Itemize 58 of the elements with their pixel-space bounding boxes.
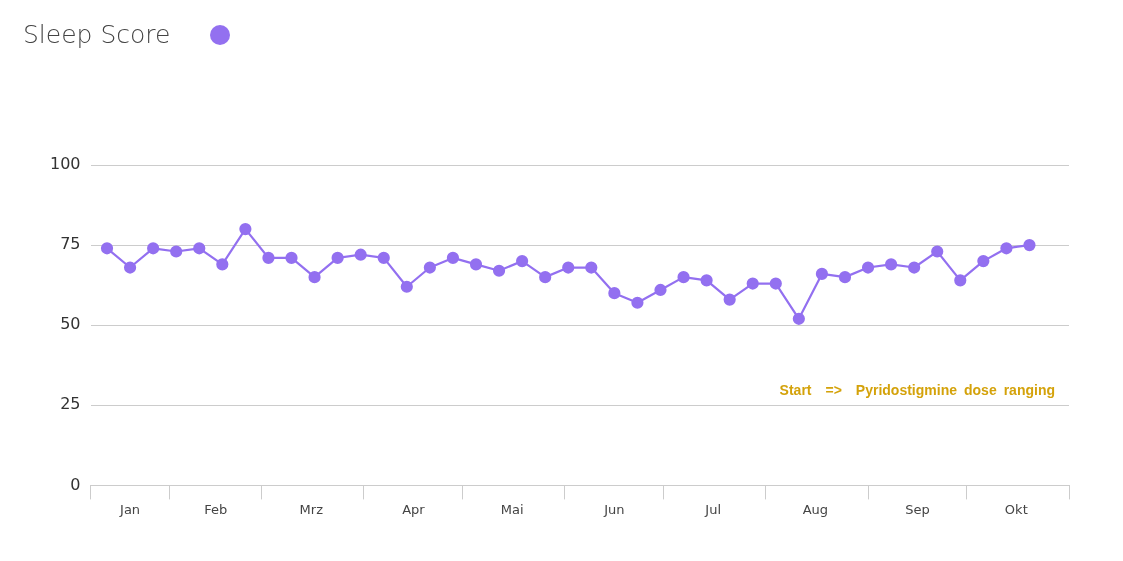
- point: [631, 296, 644, 309]
- point: [354, 248, 367, 261]
- point: [423, 261, 436, 274]
- point: [723, 293, 736, 306]
- point: [147, 242, 160, 255]
- point: [1000, 242, 1013, 255]
- point: [492, 264, 506, 277]
- point: [746, 277, 759, 290]
- point: [838, 271, 852, 284]
- point: [815, 267, 829, 281]
- point: [885, 258, 898, 271]
- point: [700, 274, 713, 287]
- point: [977, 255, 990, 268]
- point: [400, 280, 413, 293]
- point: [931, 245, 944, 258]
- point: [539, 271, 552, 284]
- x-tick-label: Okt: [1004, 501, 1028, 517]
- y-tick-label: 75: [60, 234, 81, 254]
- point: [285, 251, 298, 265]
- legend-label: Sleep Score: [23, 20, 171, 49]
- point: [331, 251, 344, 265]
- x-tick-label: Feb: [204, 501, 228, 517]
- x-tick-label: Mai: [500, 501, 524, 517]
- y-tick-label: 0: [70, 474, 81, 494]
- x-tick-label: Jun: [603, 501, 625, 517]
- point: [469, 258, 483, 271]
- point: [446, 251, 460, 265]
- point: [654, 283, 667, 297]
- point: [677, 271, 690, 284]
- annotation: Start => Pyridostigmine dose ranging: [779, 382, 1055, 399]
- point: [562, 261, 575, 274]
- point: [861, 261, 875, 274]
- x-tick-label: Apr: [402, 501, 426, 517]
- point: [123, 261, 137, 274]
- x-tick-label: Jul: [704, 501, 722, 517]
- point: [216, 258, 229, 271]
- point: [262, 251, 275, 265]
- point: [908, 261, 921, 274]
- point: [377, 251, 390, 265]
- x-tick-label: Mrz: [299, 501, 324, 517]
- point: [308, 271, 321, 284]
- x-tick-label: Jan: [119, 501, 141, 517]
- point: [239, 222, 252, 236]
- y-tick-label: 50: [60, 314, 81, 334]
- point: [769, 277, 782, 290]
- point: [585, 261, 598, 274]
- point: [193, 242, 206, 255]
- point: [608, 287, 621, 300]
- point: [954, 274, 967, 287]
- point: [100, 242, 114, 255]
- point: [170, 245, 183, 258]
- point: [1023, 239, 1036, 252]
- x-tick-label: Aug: [802, 501, 829, 517]
- y-tick-label: 25: [60, 394, 81, 414]
- point: [792, 312, 805, 325]
- point: [516, 255, 529, 268]
- y-tick-label: 100: [49, 154, 81, 174]
- x-tick-label: Sep: [905, 501, 930, 517]
